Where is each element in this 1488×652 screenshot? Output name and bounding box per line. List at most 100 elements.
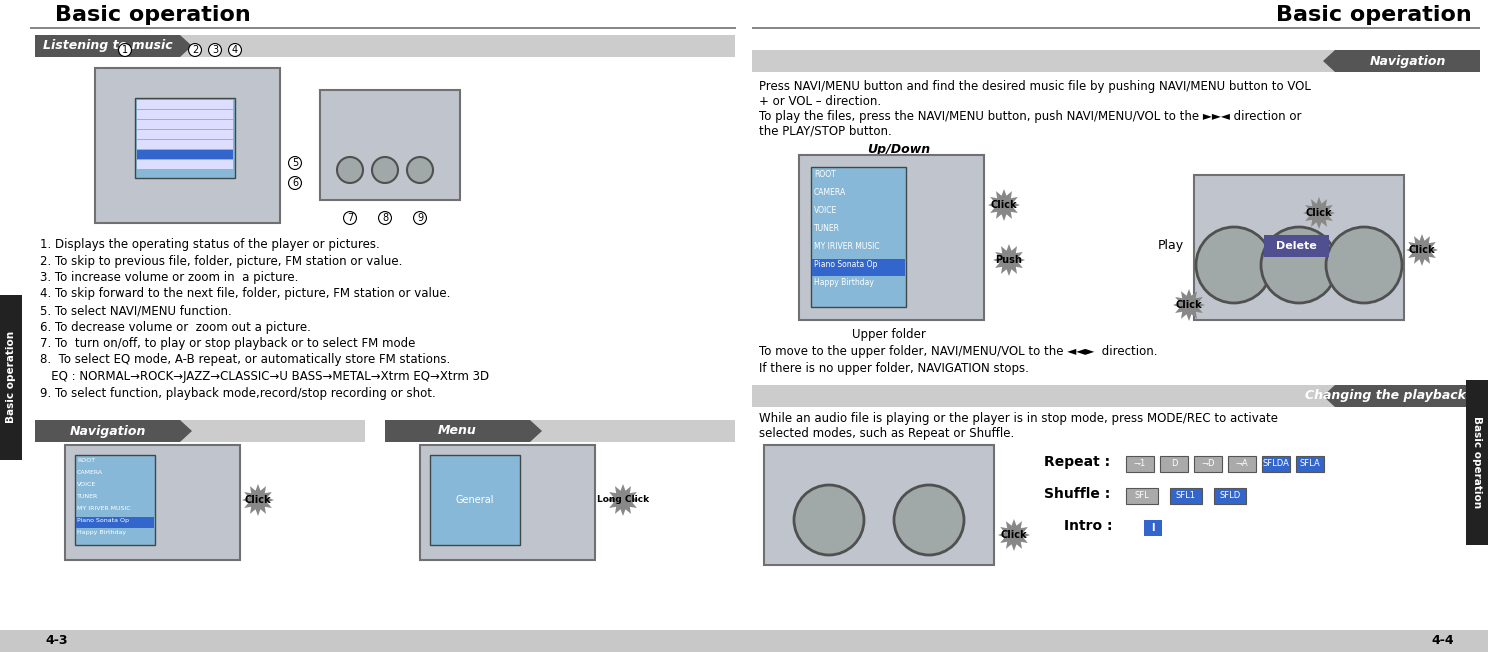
Bar: [137, 100, 234, 109]
Bar: [36, 35, 180, 57]
Text: Up/Down: Up/Down: [868, 143, 930, 156]
Polygon shape: [180, 420, 192, 442]
Text: ROOT: ROOT: [77, 458, 95, 463]
Polygon shape: [992, 244, 1025, 276]
Text: Upper folder: Upper folder: [853, 328, 926, 341]
Text: EQ : NORMAL→ROCK→JAZZ→CLASSIC→U BASS→METAL→Xtrm EQ→Xtrm 3D: EQ : NORMAL→ROCK→JAZZ→CLASSIC→U BASS→MET…: [40, 370, 490, 383]
Text: Push: Push: [995, 255, 1022, 265]
Text: Navigation: Navigation: [70, 424, 146, 437]
Bar: [1262, 456, 1290, 472]
Bar: [812, 205, 905, 222]
Bar: [812, 223, 905, 240]
Text: 4-3: 4-3: [45, 634, 67, 647]
Text: 9: 9: [417, 213, 423, 223]
Bar: [1214, 488, 1245, 504]
Bar: [76, 517, 153, 528]
Polygon shape: [243, 484, 274, 516]
Text: Menu: Menu: [437, 424, 476, 437]
Bar: [36, 420, 365, 442]
Text: MY IRIVER MUSIC: MY IRIVER MUSIC: [77, 506, 131, 511]
Bar: [320, 90, 460, 200]
Bar: [135, 98, 235, 178]
Text: 7: 7: [347, 213, 353, 223]
Bar: [30, 27, 737, 29]
Circle shape: [1196, 227, 1272, 303]
Bar: [74, 455, 155, 545]
Bar: [36, 420, 180, 442]
Bar: [1161, 456, 1187, 472]
Text: Long Click: Long Click: [597, 496, 649, 505]
Text: Basic operation: Basic operation: [1472, 416, 1482, 508]
Text: SFL: SFL: [1135, 492, 1149, 501]
Text: While an audio file is playing or the player is in stop mode, press MODE/REC to : While an audio file is playing or the pl…: [759, 412, 1278, 440]
Text: Click: Click: [1305, 208, 1332, 218]
Bar: [137, 130, 234, 139]
Bar: [812, 169, 905, 186]
Text: SFLD: SFLD: [1219, 492, 1241, 501]
Text: To play the files, press the NAVI/MENU button, push NAVI/MENU/VOL to the ►►◄ dir: To play the files, press the NAVI/MENU b…: [759, 110, 1302, 138]
Bar: [751, 50, 1481, 72]
Bar: [1193, 175, 1405, 320]
Text: Navigation: Navigation: [1369, 55, 1446, 68]
Text: ⇁D: ⇁D: [1201, 460, 1214, 469]
Circle shape: [336, 157, 363, 183]
Text: Click: Click: [1409, 245, 1436, 255]
Text: Click: Click: [1176, 300, 1202, 310]
Text: 8.  To select EQ mode, A-B repeat, or automatically store FM stations.: 8. To select EQ mode, A-B repeat, or aut…: [40, 353, 451, 366]
Text: 1. Displays the operating status of the player or pictures.: 1. Displays the operating status of the …: [40, 238, 379, 251]
Bar: [1144, 520, 1162, 536]
Bar: [137, 110, 234, 119]
Polygon shape: [607, 484, 638, 516]
Text: 4-4: 4-4: [1431, 634, 1454, 647]
Bar: [137, 120, 234, 129]
Text: Delete: Delete: [1275, 241, 1317, 251]
Text: 3: 3: [211, 45, 219, 55]
Bar: [36, 35, 735, 57]
Bar: [812, 277, 905, 294]
Bar: [76, 457, 153, 468]
Polygon shape: [998, 519, 1030, 551]
Bar: [420, 445, 595, 560]
Text: 2: 2: [192, 45, 198, 55]
Bar: [812, 259, 905, 276]
Text: Piano Sonata Op: Piano Sonata Op: [77, 518, 129, 523]
Bar: [95, 68, 280, 223]
Text: SFLA: SFLA: [1299, 460, 1320, 469]
Text: Changing the playback mode: Changing the playback mode: [1305, 389, 1488, 402]
Bar: [1170, 488, 1202, 504]
Bar: [751, 27, 1481, 29]
Text: MY IRIVER MUSIC: MY IRIVER MUSIC: [814, 242, 879, 251]
Bar: [1466, 380, 1488, 545]
Polygon shape: [1323, 50, 1335, 72]
Polygon shape: [1303, 197, 1335, 229]
Text: 3. To increase volume or zoom in  a picture.: 3. To increase volume or zoom in a pictu…: [40, 271, 299, 284]
Text: If there is no upper folder, NAVIGATION stops.: If there is no upper folder, NAVIGATION …: [759, 362, 1028, 375]
Text: I: I: [1152, 523, 1155, 533]
Bar: [751, 385, 1481, 407]
Text: 5. To select NAVI/MENU function.: 5. To select NAVI/MENU function.: [40, 304, 232, 317]
Text: Shuffle :: Shuffle :: [1045, 487, 1110, 501]
Circle shape: [795, 485, 865, 555]
Text: 1: 1: [122, 45, 128, 55]
Text: Basic operation: Basic operation: [55, 5, 251, 25]
Text: TUNER: TUNER: [77, 494, 98, 499]
Text: Press NAVI/MENU button and find the desired music file by pushing NAVI/MENU butt: Press NAVI/MENU button and find the desi…: [759, 80, 1311, 108]
Text: ⇁A: ⇁A: [1235, 460, 1248, 469]
Circle shape: [1326, 227, 1402, 303]
Bar: [812, 187, 905, 204]
Polygon shape: [1173, 289, 1205, 321]
Text: 6. To decrease volume or  zoom out a picture.: 6. To decrease volume or zoom out a pict…: [40, 321, 311, 334]
Text: 6: 6: [292, 178, 298, 188]
Bar: [1335, 50, 1481, 72]
Text: Click: Click: [991, 200, 1018, 210]
Text: Click: Click: [1001, 530, 1027, 540]
Text: Happy Birthday: Happy Birthday: [814, 278, 873, 287]
Text: Repeat :: Repeat :: [1045, 455, 1110, 469]
Bar: [811, 167, 906, 307]
Bar: [137, 160, 234, 169]
Bar: [763, 445, 994, 565]
Text: Intro :: Intro :: [1064, 519, 1113, 533]
Bar: [430, 455, 519, 545]
Text: Play: Play: [1158, 239, 1184, 252]
Bar: [1335, 385, 1481, 407]
